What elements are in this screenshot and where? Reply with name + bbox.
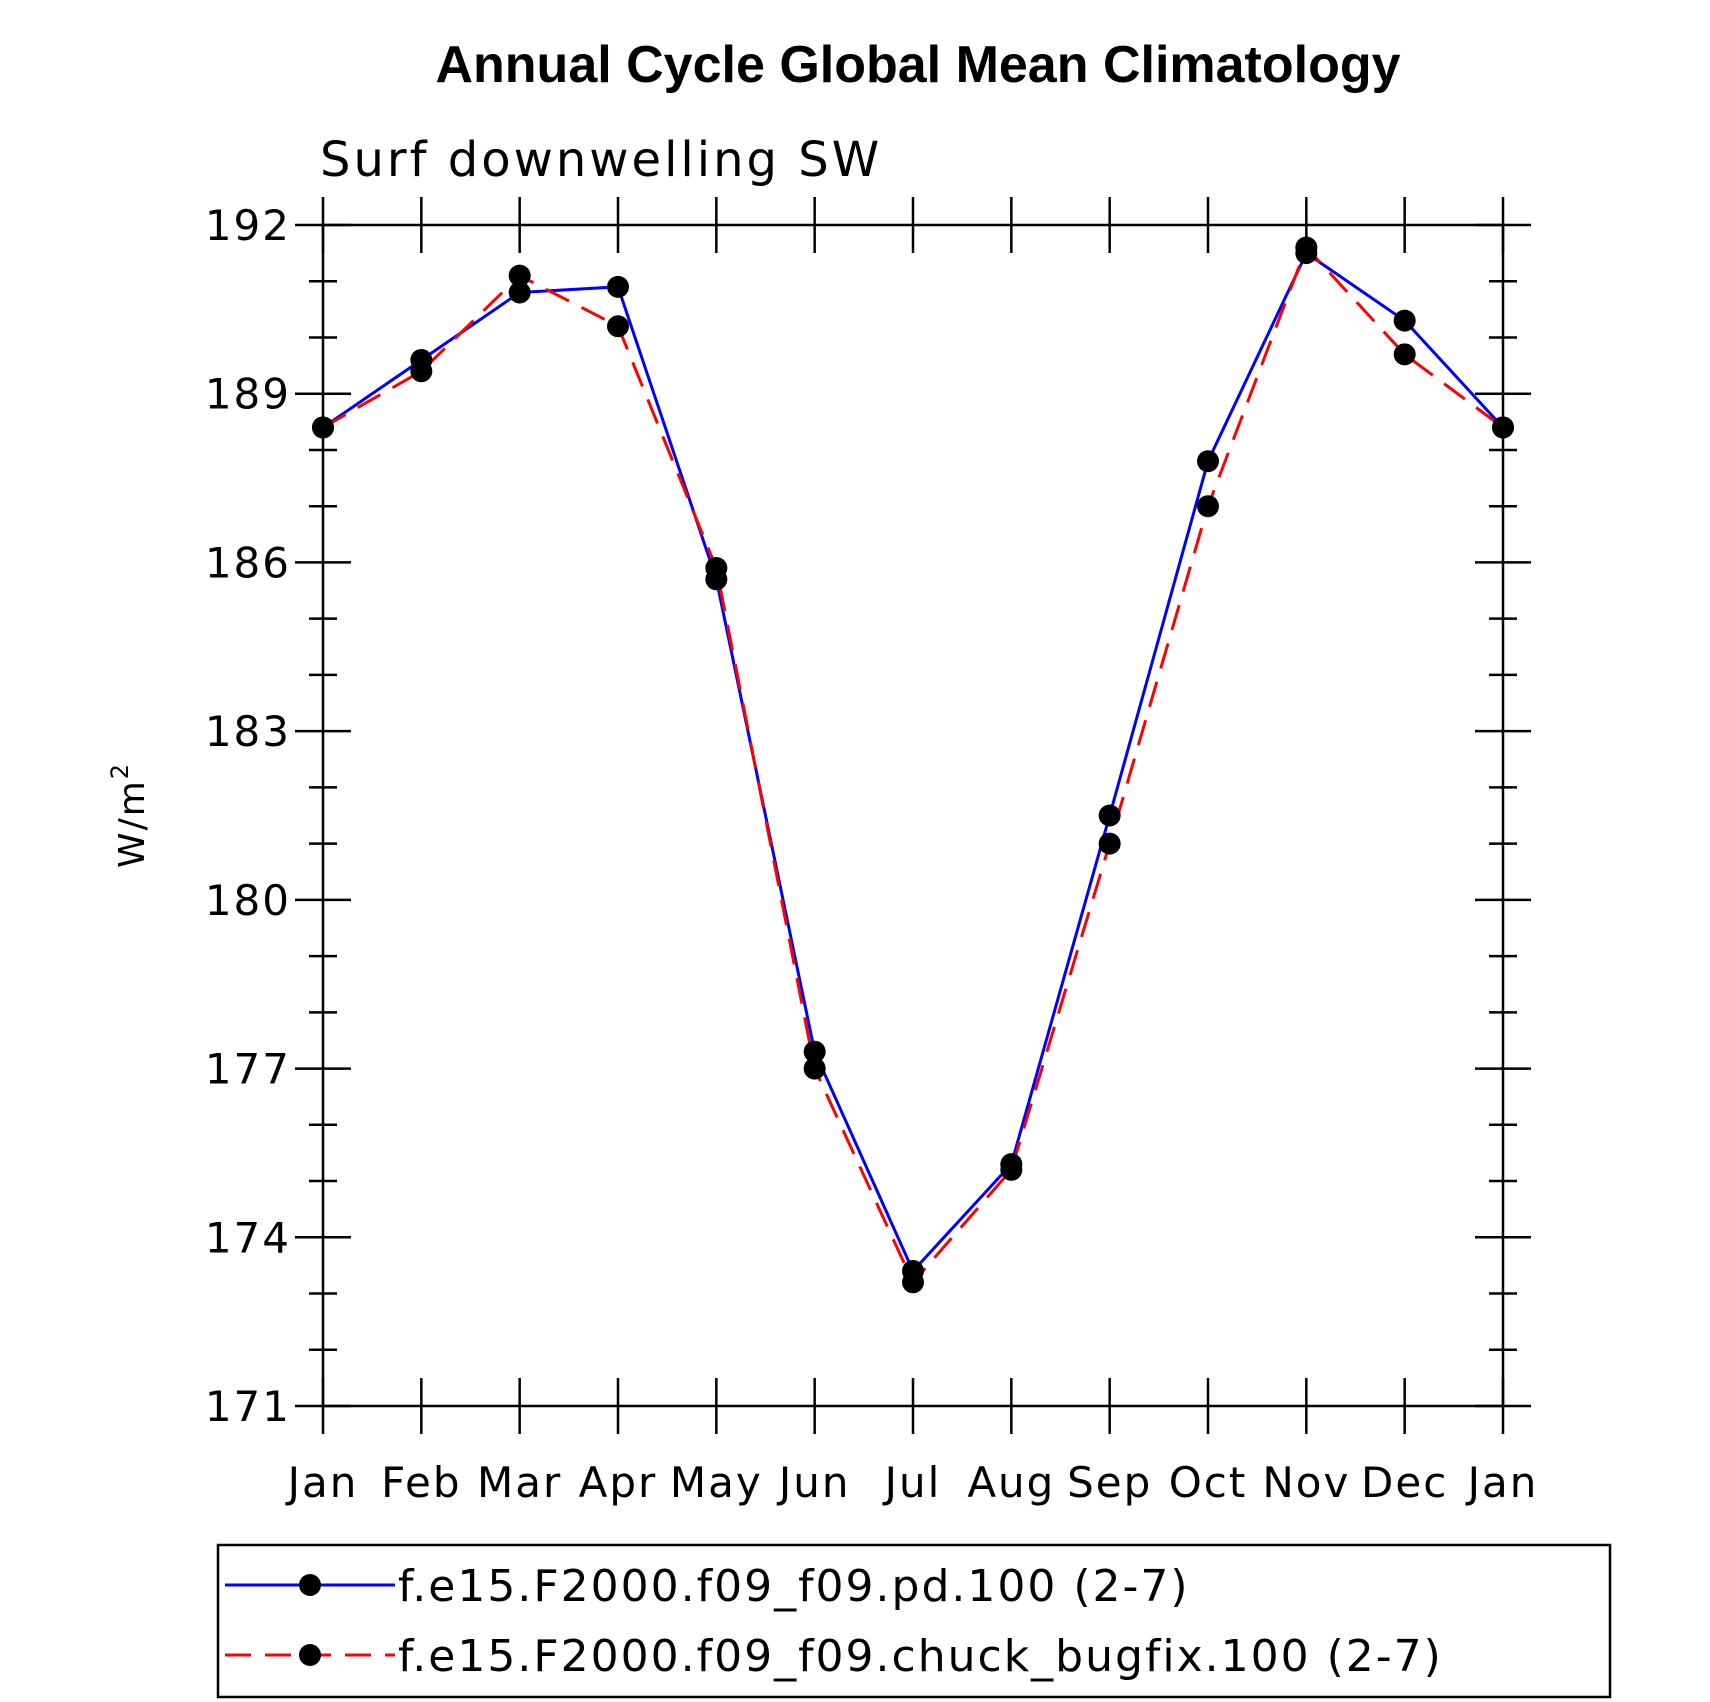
legend-marker-2 [299,1644,321,1666]
series-1-point [1393,309,1416,332]
plot-frame [321,223,1505,1408]
series-2-point [607,315,629,338]
y-axis-label-text: W/m [112,779,153,868]
x-tick-label: Nov [1262,1458,1350,1507]
series-1-point [508,281,531,304]
series-2-point [902,1271,924,1294]
series-2-point [1098,832,1121,855]
x-tick-label: Dec [1361,1458,1448,1507]
legend-label-2: f.e15.F2000.f09_f09.chuck_bugfix.100 (2-… [398,1631,1443,1682]
chart-title: Annual Cycle Global Mean Climatology [435,36,1400,94]
x-tick-label: Jan [285,1458,359,1507]
chart-subtitle: Surf downwelling SW [320,132,882,188]
x-tick-label: Oct [1169,1458,1248,1507]
series-line-2 [322,244,1504,1286]
y-tick-label: 171 [205,1382,291,1431]
series-2-point [410,360,433,383]
y-tick-labels: 171 174 177 180 183 186 189 192 [205,201,291,1431]
x-tick-label: Jul [882,1458,942,1507]
series-2-point [1393,343,1416,366]
legend-marker-1 [299,1574,321,1596]
series-line-1 [322,250,1505,1274]
x-tick-label: Jan [1465,1458,1539,1507]
series-2-point [312,416,334,439]
series-2-point [1295,236,1318,259]
series-2-point [1492,416,1514,439]
y-tick-label: 177 [205,1045,291,1094]
legend-box [216,1543,1612,1699]
series-1-point [1197,450,1219,473]
series-2-point [803,1057,826,1080]
x-tick-label: May [670,1458,763,1507]
tick-marks [295,197,1531,1434]
x-tick-labels: Jan Feb Mar Apr May Jun Jul Aug Sep Oct Nov Dec Jan [285,1458,1539,1507]
legend-label-1: f.e15.F2000.f09_f09.pd.100 (2-7) [398,1561,1190,1612]
series-2-point [705,557,728,580]
x-tick-label: Mar [477,1458,562,1507]
series-1-point [1098,804,1121,827]
x-tick-label: Feb [381,1458,461,1507]
series-2-point [1000,1158,1023,1181]
x-tick-label: Jun [776,1458,851,1507]
series-2-point [1197,495,1219,518]
series-1-point [803,1040,826,1063]
series-1-point [607,275,629,298]
y-tick-label: 174 [205,1213,291,1262]
x-tick-label: Sep [1067,1458,1152,1507]
y-tick-label: 180 [205,876,291,925]
series-2-point [508,264,531,287]
y-tick-label: 186 [205,538,291,587]
y-axis-label: W/m2 [106,762,153,868]
x-tick-label: Apr [579,1458,658,1507]
y-tick-label: 189 [205,370,291,419]
y-axis-label-superscript: 2 [106,762,134,779]
y-tick-label: 183 [205,707,291,756]
series-group [312,236,1514,1294]
y-tick-label: 192 [205,201,291,250]
legend: f.e15.F2000.f09_f09.pd.100 (2-7) f.e15.F2… [225,1561,1443,1682]
x-tick-label: Aug [967,1458,1055,1507]
